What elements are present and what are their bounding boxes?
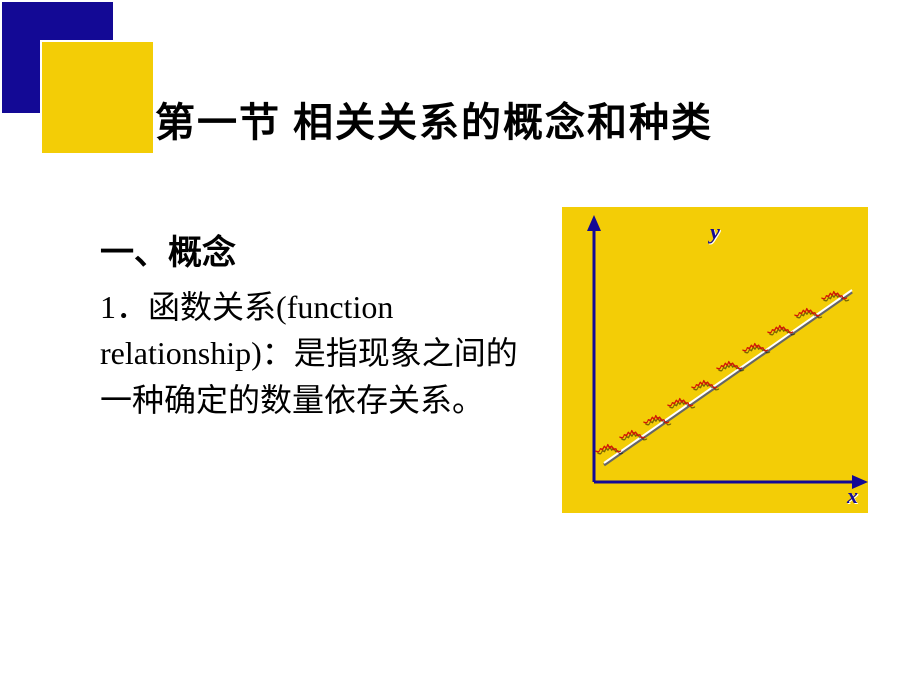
scatter-chart: y x ෴෴෴෴෴෴෴෴෴෴: [560, 205, 870, 515]
section-heading: 一、概念: [100, 225, 520, 274]
data-point: ෴: [793, 295, 821, 325]
data-point: ෴: [766, 312, 794, 342]
data-point: ෴: [820, 278, 848, 308]
page-title: 第一节 相关关系的概念和种类: [155, 90, 713, 148]
definition-text: 1．函数关系(function relationship)：是指现象之间的一种确…: [100, 284, 520, 423]
decor-square-yellow: [40, 40, 155, 155]
data-point: ෴: [715, 348, 743, 378]
definition-main: 函数关系: [148, 289, 276, 325]
definition-colon: ：: [262, 335, 294, 371]
body-text-block: 一、概念 1．函数关系(function relationship)：是指现象之…: [100, 225, 520, 423]
definition-number: 1．: [100, 289, 148, 325]
